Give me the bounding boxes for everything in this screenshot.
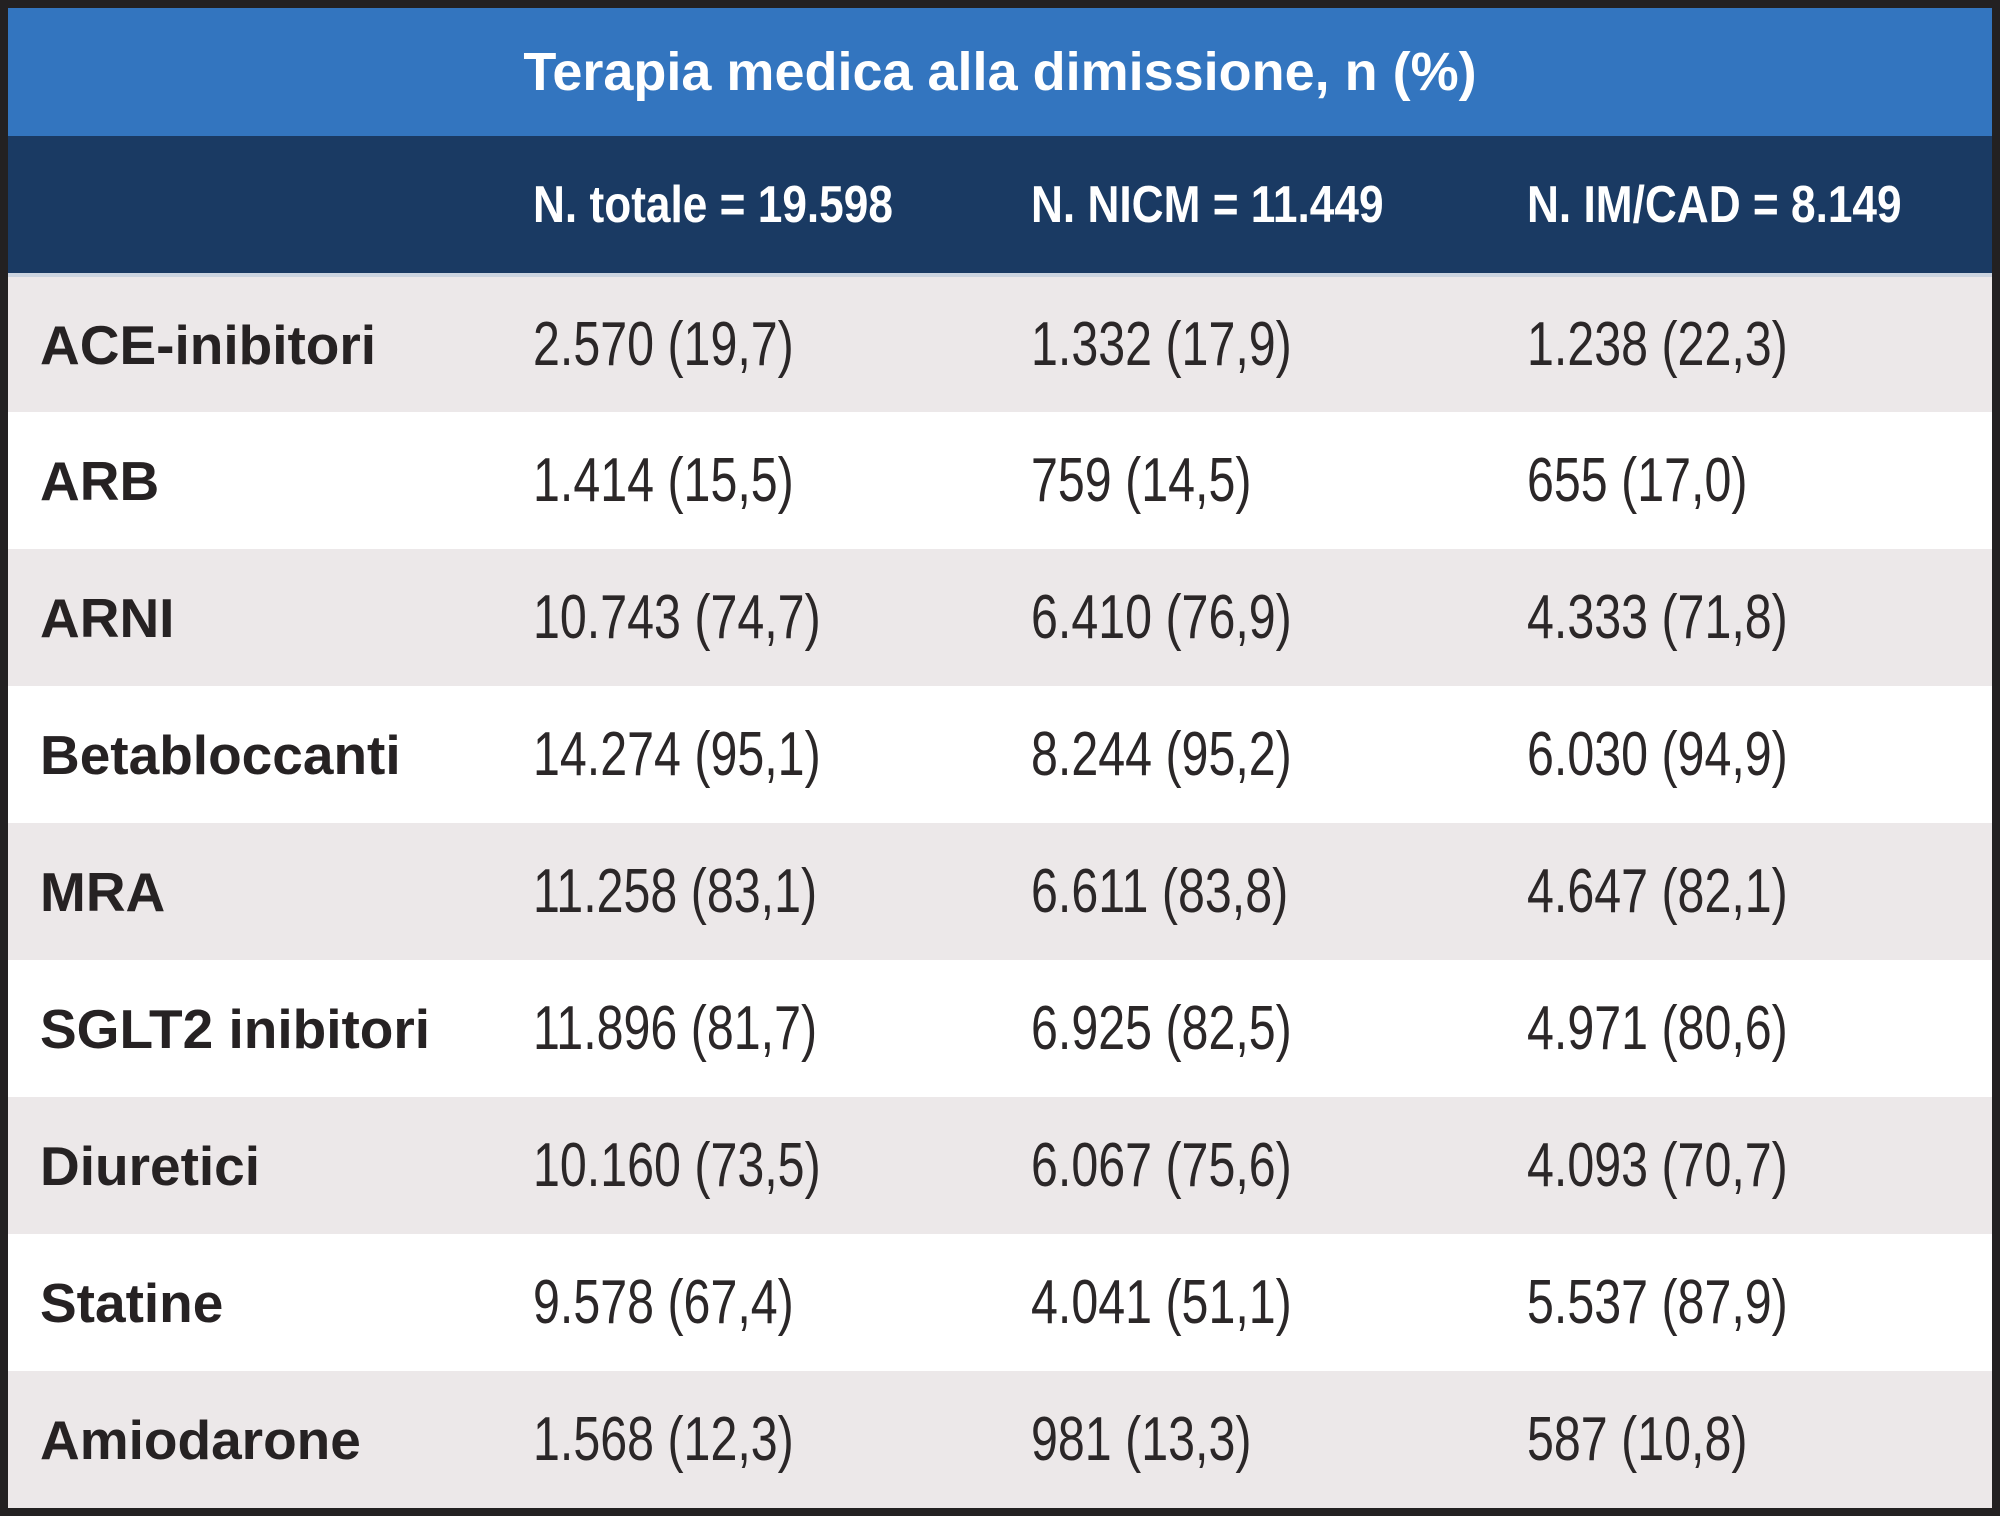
row-label: Betabloccanti bbox=[8, 686, 494, 823]
row-label: ACE-inibitori bbox=[8, 275, 494, 412]
therapy-table: Terapia medica alla dimissione, n (%) N.… bbox=[8, 8, 1992, 1508]
value-cell-totale: 2.570 (19,7) bbox=[493, 275, 992, 412]
value-cell-imcad: 4.971 (80,6) bbox=[1487, 960, 1992, 1097]
row-label: Diuretici bbox=[8, 1097, 494, 1234]
value-cell-totale: 1.568 (12,3) bbox=[493, 1371, 992, 1508]
value-text: 759 (14,5) bbox=[1031, 446, 1252, 515]
value-text: 10.743 (74,7) bbox=[533, 583, 821, 652]
table-row-arni: ARNI 10.743 (74,7) 6.410 (76,9) 4.333 (7… bbox=[8, 549, 1992, 686]
value-cell-imcad: 1.238 (22,3) bbox=[1487, 275, 1992, 412]
value-text: 2.570 (19,7) bbox=[533, 310, 794, 379]
column-header-nicm-label: N. NICM = 11.449 bbox=[1031, 175, 1384, 234]
value-cell-nicm: 4.041 (51,1) bbox=[991, 1234, 1488, 1371]
corner-cell bbox=[8, 136, 494, 277]
table-row-betabloccanti: Betabloccanti 14.274 (95,1) 8.244 (95,2)… bbox=[8, 686, 1992, 823]
value-cell-nicm: 1.332 (17,9) bbox=[991, 275, 1488, 412]
row-label: Amiodarone bbox=[8, 1371, 494, 1508]
value-text: 6.030 (94,9) bbox=[1527, 720, 1788, 789]
value-cell-totale: 11.896 (81,7) bbox=[493, 960, 992, 1097]
value-cell-nicm: 6.410 (76,9) bbox=[991, 549, 1488, 686]
value-cell-nicm: 8.244 (95,2) bbox=[991, 686, 1488, 823]
column-header-nicm: N. NICM = 11.449 bbox=[991, 136, 1488, 277]
table-row-amiodarone: Amiodarone 1.568 (12,3) 981 (13,3) 587 (… bbox=[8, 1371, 1992, 1508]
table-row-diuretici: Diuretici 10.160 (73,5) 6.067 (75,6) 4.0… bbox=[8, 1097, 1992, 1234]
value-text: 587 (10,8) bbox=[1527, 1405, 1748, 1474]
value-cell-totale: 14.274 (95,1) bbox=[493, 686, 992, 823]
value-cell-nicm: 759 (14,5) bbox=[991, 412, 1488, 549]
value-text: 10.160 (73,5) bbox=[533, 1131, 821, 1200]
table-row-ace-inibitori: ACE-inibitori 2.570 (19,7) 1.332 (17,9) … bbox=[8, 275, 1992, 412]
row-label: ARB bbox=[8, 412, 494, 549]
table-row-statine: Statine 9.578 (67,4) 4.041 (51,1) 5.537 … bbox=[8, 1234, 1992, 1371]
value-text: 6.067 (75,6) bbox=[1031, 1131, 1292, 1200]
value-cell-totale: 10.743 (74,7) bbox=[493, 549, 992, 686]
table-row-arb: ARB 1.414 (15,5) 759 (14,5) 655 (17,0) bbox=[8, 412, 1992, 549]
column-header-row: N. totale = 19.598 N. NICM = 11.449 N. I… bbox=[8, 136, 1992, 277]
value-cell-imcad: 5.537 (87,9) bbox=[1487, 1234, 1992, 1371]
value-text: 14.274 (95,1) bbox=[533, 720, 821, 789]
row-label: SGLT2 inibitori bbox=[8, 960, 494, 1097]
column-header-imcad: N. IM/CAD = 8.149 bbox=[1487, 136, 1992, 277]
value-cell-nicm: 6.925 (82,5) bbox=[991, 960, 1488, 1097]
table-row-sglt2-inibitori: SGLT2 inibitori 11.896 (81,7) 6.925 (82,… bbox=[8, 960, 1992, 1097]
value-text: 11.896 (81,7) bbox=[533, 994, 818, 1063]
value-text: 5.537 (87,9) bbox=[1527, 1268, 1788, 1337]
value-text: 4.041 (51,1) bbox=[1031, 1268, 1292, 1337]
column-header-totale-label: N. totale = 19.598 bbox=[533, 175, 894, 234]
value-text: 8.244 (95,2) bbox=[1031, 720, 1292, 789]
table-title: Terapia medica alla dimissione, n (%) bbox=[8, 8, 1992, 136]
value-text: 1.568 (12,3) bbox=[533, 1405, 794, 1474]
value-cell-nicm: 6.611 (83,8) bbox=[991, 823, 1488, 960]
value-text: 6.410 (76,9) bbox=[1031, 583, 1292, 652]
value-text: 1.332 (17,9) bbox=[1031, 310, 1292, 379]
value-text: 4.333 (71,8) bbox=[1527, 583, 1788, 652]
value-cell-imcad: 587 (10,8) bbox=[1487, 1371, 1992, 1508]
row-label: MRA bbox=[8, 823, 494, 960]
value-cell-imcad: 4.647 (82,1) bbox=[1487, 823, 1992, 960]
value-cell-totale: 11.258 (83,1) bbox=[493, 823, 992, 960]
value-text: 1.238 (22,3) bbox=[1527, 310, 1788, 379]
table-row-mra: MRA 11.258 (83,1) 6.611 (83,8) 4.647 (82… bbox=[8, 823, 1992, 960]
value-text: 655 (17,0) bbox=[1527, 446, 1748, 515]
value-cell-imcad: 655 (17,0) bbox=[1487, 412, 1992, 549]
value-cell-imcad: 4.333 (71,8) bbox=[1487, 549, 1992, 686]
value-cell-imcad: 6.030 (94,9) bbox=[1487, 686, 1992, 823]
value-text: 4.647 (82,1) bbox=[1527, 857, 1788, 926]
value-text: 6.925 (82,5) bbox=[1031, 994, 1292, 1063]
value-text: 11.258 (83,1) bbox=[533, 857, 818, 926]
value-text: 9.578 (67,4) bbox=[533, 1268, 794, 1337]
value-text: 6.611 (83,8) bbox=[1031, 857, 1289, 926]
value-cell-totale: 9.578 (67,4) bbox=[493, 1234, 992, 1371]
value-cell-imcad: 4.093 (70,7) bbox=[1487, 1097, 1992, 1234]
row-label: ARNI bbox=[8, 549, 494, 686]
value-text: 4.093 (70,7) bbox=[1527, 1131, 1788, 1200]
title-row: Terapia medica alla dimissione, n (%) bbox=[8, 8, 1992, 136]
value-text: 981 (13,3) bbox=[1031, 1405, 1252, 1474]
row-label: Statine bbox=[8, 1234, 494, 1371]
value-cell-totale: 10.160 (73,5) bbox=[493, 1097, 992, 1234]
value-cell-nicm: 981 (13,3) bbox=[991, 1371, 1488, 1508]
column-header-imcad-label: N. IM/CAD = 8.149 bbox=[1527, 175, 1902, 234]
value-text: 1.414 (15,5) bbox=[533, 446, 794, 515]
value-cell-nicm: 6.067 (75,6) bbox=[991, 1097, 1488, 1234]
value-cell-totale: 1.414 (15,5) bbox=[493, 412, 992, 549]
value-text: 4.971 (80,6) bbox=[1527, 994, 1788, 1063]
column-header-totale: N. totale = 19.598 bbox=[493, 136, 992, 277]
